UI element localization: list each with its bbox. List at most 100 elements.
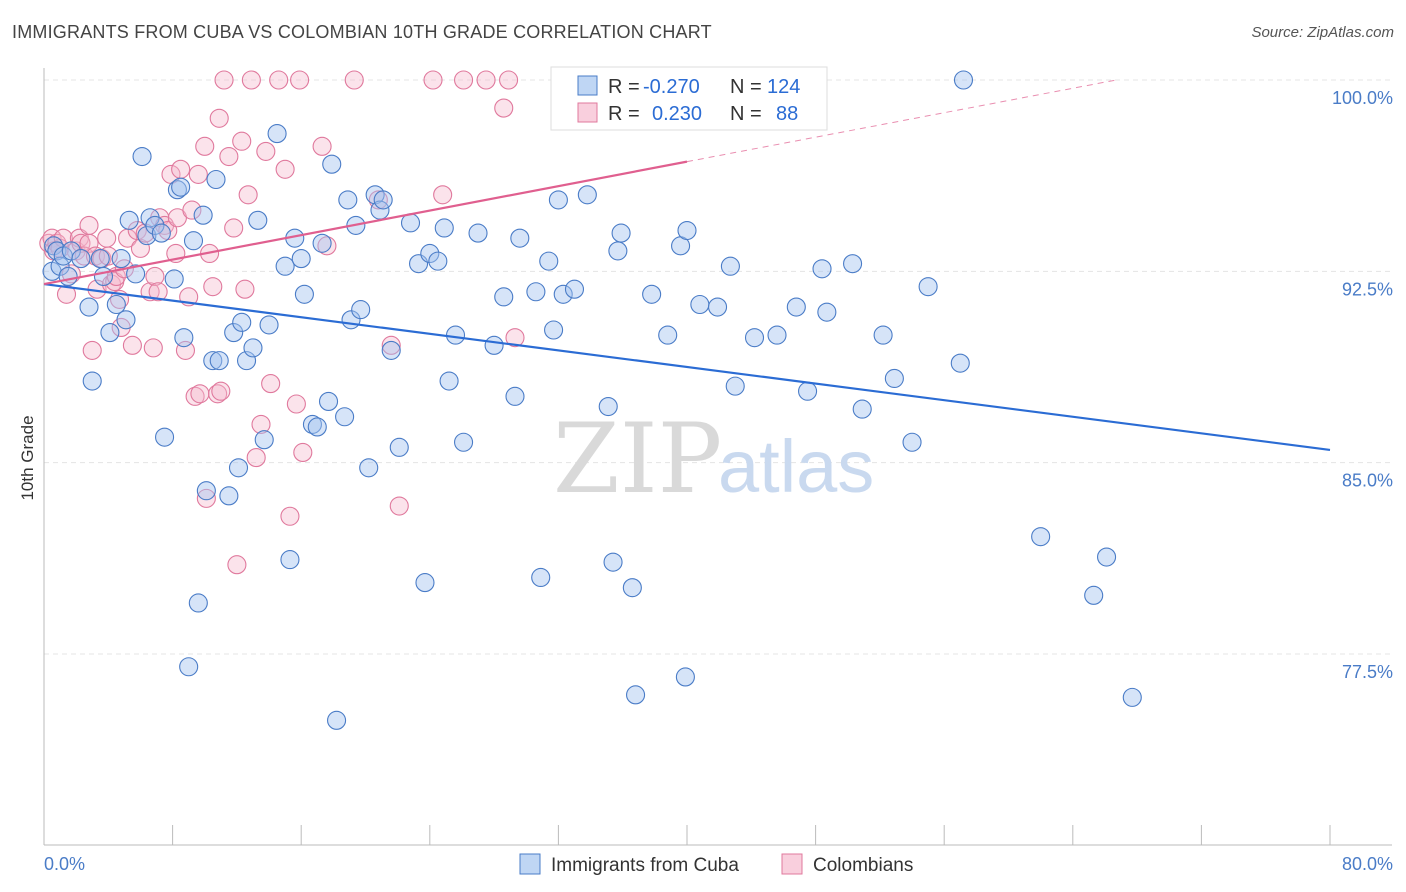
cuba-point-65 (373, 190, 393, 210)
series-legend: Immigrants from Cuba Colombians (519, 853, 913, 876)
legend-n-value-cuba: 124 (767, 76, 800, 98)
cuba-trend-line (43, 282, 1331, 452)
cuba-point-27 (174, 328, 194, 348)
cuba-point-117 (950, 353, 970, 373)
y-tick-label-1: 85.0% (1342, 471, 1393, 491)
cuba-point-9 (82, 371, 102, 391)
legend-r-label-colombians: R = (608, 103, 640, 125)
cuba-point-2 (47, 241, 67, 261)
cuba-point-37 (224, 323, 244, 343)
colombians-point-60 (235, 279, 255, 299)
cuba-point-115 (902, 432, 922, 452)
cuba-point-82 (526, 282, 546, 302)
cuba-point-92 (608, 241, 628, 261)
colombians-point-72 (293, 442, 313, 463)
cuba-point-6 (61, 241, 81, 261)
cuba-point-35 (209, 351, 229, 371)
legend-r-value-colombians: 0.230 (652, 103, 702, 125)
cuba-point-96 (642, 284, 662, 304)
cuba-point-55 (322, 154, 342, 174)
cuba-point-33 (203, 351, 223, 371)
cuba-point-15 (116, 310, 136, 330)
cuba-point-31 (193, 205, 213, 225)
legend-swatch-cuba (577, 75, 598, 96)
cuba-point-91 (603, 552, 623, 572)
cuba-point-58 (338, 190, 358, 210)
colombians-point-82 (476, 70, 496, 90)
x-tick-label-max: 80.0% (1342, 854, 1393, 874)
cuba-point-23 (155, 427, 175, 447)
cuba-point-95 (626, 685, 646, 705)
colombians-point-66 (261, 374, 281, 394)
colombians-point-49 (196, 488, 216, 508)
colombians-point-71 (290, 70, 310, 90)
y-tick-labels: 77.5% 85.0% 92.5% 100.0% (1332, 88, 1393, 682)
legend-n-label-cuba: N = (730, 76, 762, 98)
colombians-point-67 (269, 70, 289, 90)
cuba-point-87 (553, 284, 573, 304)
colombians-point-81 (454, 70, 474, 90)
watermark: ZIP atlas (553, 403, 874, 515)
cuba-point-46 (275, 256, 295, 276)
cuba-point-113 (873, 325, 893, 345)
colombians-point-41 (171, 159, 191, 179)
cuba-point-102 (707, 297, 728, 317)
cuba-point-50 (294, 284, 314, 304)
colombians-point-84 (499, 70, 519, 90)
cuba-point-24 (164, 269, 184, 289)
colombians-point-80 (433, 185, 453, 205)
colombians-point-70 (286, 394, 306, 414)
stats-legend: R = -0.270 N = 124 R = 0.230 N = 88 (550, 66, 828, 131)
colombians-point-62 (241, 70, 261, 90)
cuba-point-80 (505, 386, 525, 406)
cuba-point-106 (767, 325, 787, 345)
watermark-atlas: atlas (718, 425, 874, 508)
colombians-point-13 (79, 215, 99, 235)
cuba-point-110 (817, 302, 837, 322)
chart-title: IMMIGRANTS FROM CUBA VS COLOMBIAN 10TH G… (12, 22, 712, 42)
cuba-point-16 (119, 210, 139, 230)
cuba-point-57 (335, 407, 355, 427)
colombians-point-10 (71, 233, 91, 253)
colombians-point-61 (238, 185, 258, 205)
cuba-point-71 (420, 243, 440, 264)
cuba-point-12 (100, 323, 120, 343)
colombians-point-83 (494, 98, 514, 118)
cuba-point-10 (90, 249, 110, 269)
watermark-zip: ZIP (553, 403, 722, 515)
cuba-point-32 (196, 481, 216, 501)
colombians-point-69 (280, 506, 300, 526)
colombians-point-52 (208, 384, 228, 404)
cuba-point-119 (1031, 527, 1051, 547)
colombians-point-48 (195, 136, 215, 156)
colombians-point-51 (203, 277, 223, 297)
legend-swatch-colombians (577, 102, 598, 123)
cuba-point-8 (79, 297, 99, 317)
colombians-point-27 (122, 335, 142, 355)
cuba-point-101 (690, 294, 710, 315)
colombians-trend-line (43, 160, 688, 286)
cuba-point-86 (548, 190, 568, 210)
cuba-point-94 (622, 578, 642, 598)
cuba-points (42, 70, 1142, 730)
cuba-point-85 (544, 320, 564, 340)
cuba-point-1 (44, 236, 64, 256)
cuba-point-47 (280, 550, 300, 570)
colombians-point-64 (251, 414, 271, 434)
colombians-point-33 (145, 266, 165, 286)
cuba-point-5 (58, 266, 78, 286)
colombians-point-73 (312, 136, 332, 156)
colombians-point-76 (368, 190, 388, 210)
cuba-point-39 (232, 312, 252, 332)
colombians-point-79 (423, 70, 443, 90)
colombians-point-65 (256, 141, 276, 161)
legend-n-label-colombians: N = (730, 103, 762, 125)
cuba-point-75 (445, 325, 466, 345)
colombians-point-53 (209, 108, 229, 128)
cuba-point-54 (318, 391, 339, 411)
colombians-point-46 (188, 164, 208, 184)
legend-n-value-colombians: 88 (776, 103, 798, 125)
cuba-point-53 (312, 233, 332, 253)
cuba-point-44 (259, 315, 279, 335)
cuba-point-99 (675, 667, 695, 687)
